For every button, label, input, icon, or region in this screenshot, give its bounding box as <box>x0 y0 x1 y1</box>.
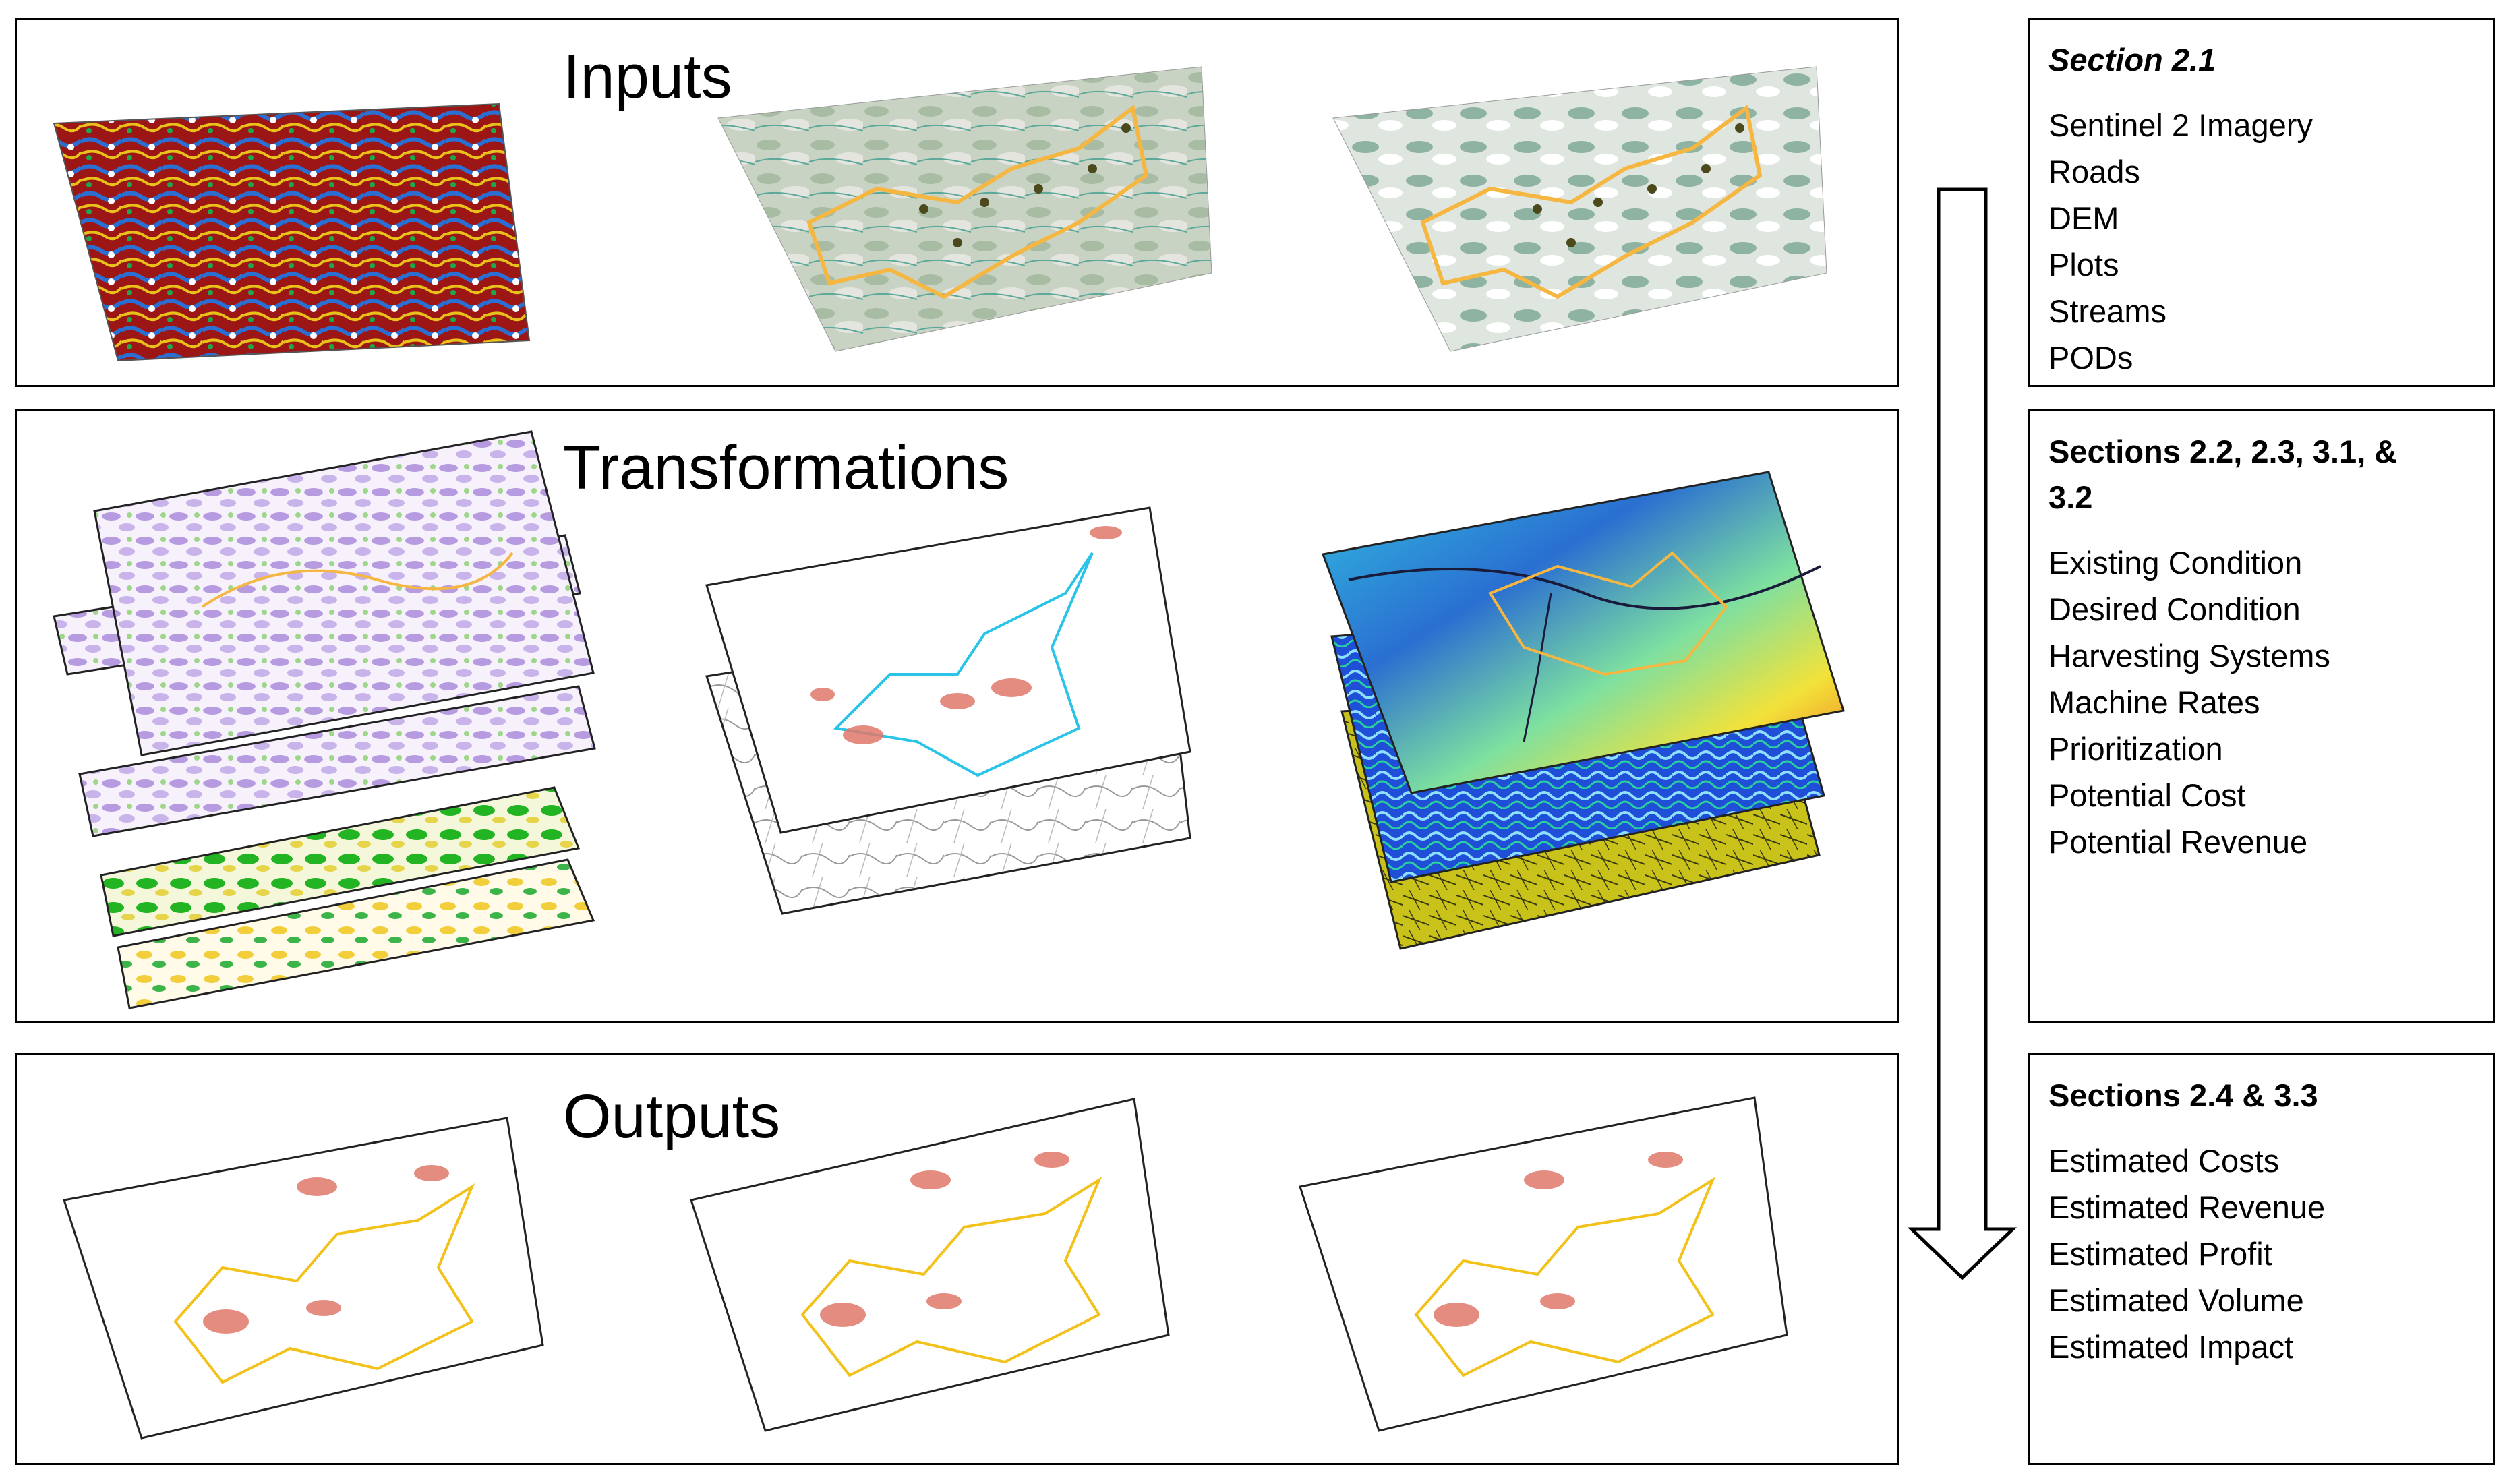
transformation-item: Existing Condition <box>2048 545 2303 581</box>
transformation-item: Machine Rates <box>2048 684 2260 720</box>
dem-input-map <box>53 102 531 362</box>
harvest-systems-layer-stack <box>705 506 1191 915</box>
outputs-title: Outputs <box>563 1082 781 1151</box>
output-map-2 <box>690 1098 1170 1432</box>
output-map-1 <box>63 1117 544 1440</box>
input-item: DEM <box>2048 200 2119 236</box>
cost-revenue-layer-stack <box>1321 471 1845 950</box>
output-item: Estimated Profit <box>2048 1236 2272 1272</box>
vegetation-layer-stack <box>53 430 596 1009</box>
transformations-header-line1: Sections 2.2, 2.3, 3.1, & <box>2048 434 2398 469</box>
outputs-section-box: Sections 2.4 & 3.3 Estimated Costs Estim… <box>2028 1053 2495 1465</box>
transformation-item: Desired Condition <box>2048 591 2301 627</box>
transformations-header-line2: 3.2 <box>2048 479 2093 515</box>
output-item: Estimated Volume <box>2048 1282 2304 1318</box>
transformations-section-header: Sections 2.2, 2.3, 3.1, & 3.2 <box>2048 429 2493 521</box>
inputs-title: Inputs <box>563 42 732 111</box>
output-item: Estimated Revenue <box>2048 1189 2326 1225</box>
roads-plots-map <box>1332 66 1827 352</box>
input-item: Plots <box>2048 247 2119 283</box>
input-item: Sentinel 2 Imagery <box>2048 107 2313 143</box>
sentinel-imagery-map <box>717 66 1212 352</box>
output-item: Estimated Impact <box>2048 1329 2294 1365</box>
transformations-title: Transformations <box>563 434 1009 502</box>
output-item: Estimated Costs <box>2048 1143 2280 1179</box>
output-map-3 <box>1299 1096 1788 1432</box>
inputs-section-box: Section 2.1 Sentinel 2 Imagery Roads DEM… <box>2028 18 2495 387</box>
transformation-item: Prioritization <box>2048 731 2223 767</box>
input-item: PODs <box>2048 340 2133 376</box>
outputs-section-header: Sections 2.4 & 3.3 <box>2048 1077 2318 1113</box>
transformation-item: Potential Cost <box>2048 777 2246 813</box>
inputs-section-header: Section 2.1 <box>2048 42 2216 78</box>
transformation-item: Harvesting Systems <box>2048 638 2330 674</box>
flow-arrow <box>1907 187 2017 1280</box>
transformations-section-box: Sections 2.2, 2.3, 3.1, & 3.2 Existing C… <box>2028 409 2495 1023</box>
input-item: Roads <box>2048 154 2140 189</box>
input-item: Streams <box>2048 293 2166 329</box>
transformation-item: Potential Revenue <box>2048 824 2308 860</box>
